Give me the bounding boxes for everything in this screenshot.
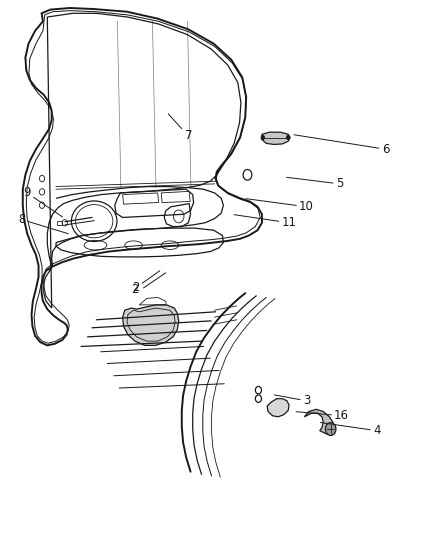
Text: 9: 9 (23, 187, 63, 217)
Text: 4: 4 (320, 423, 381, 437)
Text: 10: 10 (246, 199, 314, 213)
Bar (57, 221, 62, 225)
Circle shape (62, 220, 67, 226)
Text: 8: 8 (18, 213, 68, 233)
Text: 6: 6 (294, 135, 389, 156)
Polygon shape (262, 132, 290, 144)
Text: 2: 2 (132, 271, 160, 294)
Circle shape (286, 135, 290, 140)
Text: 7: 7 (168, 114, 192, 142)
Text: 3: 3 (274, 394, 310, 407)
Text: 11: 11 (234, 215, 297, 229)
Polygon shape (304, 409, 334, 434)
Polygon shape (123, 305, 179, 345)
Circle shape (325, 423, 336, 435)
Text: 16: 16 (296, 409, 349, 422)
Polygon shape (267, 399, 289, 417)
Text: 5: 5 (286, 177, 343, 190)
Circle shape (261, 135, 265, 140)
Text: 2: 2 (131, 284, 139, 296)
